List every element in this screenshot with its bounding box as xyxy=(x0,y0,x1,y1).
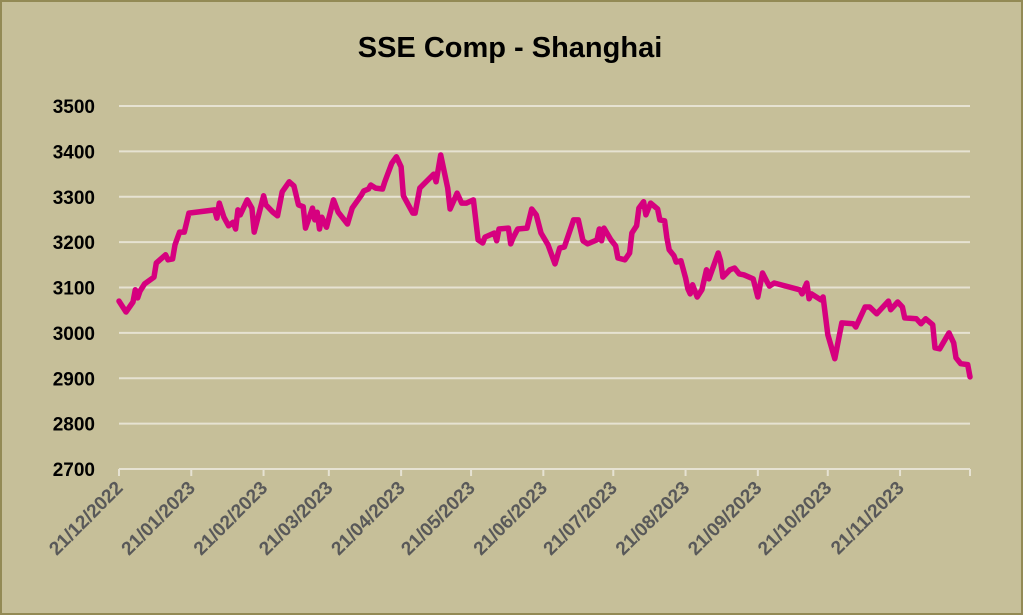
y-tick-label: 3200 xyxy=(53,233,95,254)
y-tick-label: 3500 xyxy=(53,97,95,118)
y-tick-label: 3000 xyxy=(53,324,95,345)
y-tick-label: 2800 xyxy=(53,415,95,436)
chart-title: SSE Comp - Shanghai xyxy=(358,32,663,64)
y-tick-label: 3300 xyxy=(53,188,95,209)
series-layer xyxy=(116,152,973,380)
y-axis-ticks: 2700 2800 2900 3000 3100 3200 3300 3400 3500 xyxy=(53,97,95,481)
y-tick-label: 3400 xyxy=(53,142,95,163)
y-tick-label: 2700 xyxy=(53,460,95,481)
y-tick-label: 2900 xyxy=(53,369,95,390)
y-tick-label: 3100 xyxy=(53,279,95,300)
